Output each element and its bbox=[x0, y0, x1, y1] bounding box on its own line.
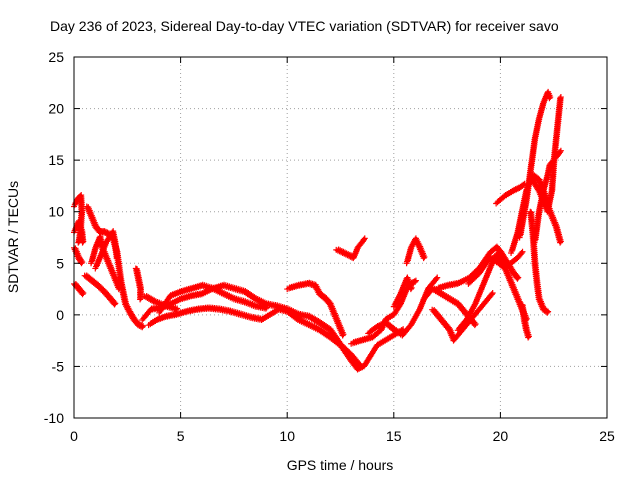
data-point bbox=[557, 94, 564, 101]
data-point bbox=[545, 308, 552, 315]
series-trace-4 bbox=[71, 280, 87, 298]
data-point bbox=[137, 295, 144, 302]
series-trace-24 bbox=[465, 248, 526, 287]
plot-border bbox=[73, 56, 608, 419]
data-point bbox=[525, 333, 532, 340]
x-tick-label: 20 bbox=[493, 428, 509, 444]
data-point bbox=[140, 323, 147, 330]
data-point bbox=[557, 95, 564, 102]
series-trace-27 bbox=[516, 88, 554, 241]
data-point bbox=[137, 296, 144, 303]
data-point bbox=[434, 274, 441, 281]
data-point bbox=[80, 238, 87, 245]
series-trace-11 bbox=[145, 304, 364, 370]
data-point bbox=[515, 274, 522, 281]
data-point bbox=[488, 291, 495, 298]
data-point bbox=[518, 249, 525, 256]
y-tick-label: 25 bbox=[48, 49, 64, 65]
data-point bbox=[356, 363, 363, 370]
data-point bbox=[361, 235, 368, 242]
data-point bbox=[544, 309, 551, 316]
series-trace-5 bbox=[81, 272, 119, 308]
series-trace-12 bbox=[156, 281, 270, 316]
y-tick-label: 5 bbox=[56, 255, 64, 271]
data-point bbox=[489, 290, 496, 297]
y-tick-label: 15 bbox=[48, 152, 64, 168]
data-point bbox=[360, 236, 367, 243]
data-point bbox=[340, 331, 347, 338]
data-point bbox=[114, 253, 121, 260]
data-point bbox=[408, 284, 415, 291]
data-point bbox=[263, 304, 270, 311]
x-tick-label: 5 bbox=[177, 428, 185, 444]
y-axis-label: SDTVAR / TECUs bbox=[5, 181, 21, 293]
data-point bbox=[471, 322, 478, 329]
series-trace-14 bbox=[284, 279, 347, 339]
data-point bbox=[113, 255, 120, 262]
data-point bbox=[79, 291, 86, 298]
chart-title: Day 236 of 2023, Sidereal Day-to-day VTE… bbox=[50, 18, 559, 34]
x-tick-label: 25 bbox=[599, 428, 615, 444]
data-point bbox=[520, 181, 527, 188]
series-trace-17 bbox=[365, 274, 441, 339]
y-tick-label: -10 bbox=[44, 410, 64, 426]
data-point bbox=[412, 278, 419, 285]
x-tick-label: 15 bbox=[386, 428, 402, 444]
data-point bbox=[519, 248, 526, 255]
series-trace-30 bbox=[529, 94, 564, 215]
series-trace-20 bbox=[420, 284, 479, 329]
data-point bbox=[412, 277, 419, 284]
data-point bbox=[557, 238, 564, 245]
data-point bbox=[173, 306, 180, 313]
x-tick-labels: 0 5 10 15 20 25 bbox=[70, 428, 615, 444]
data-points bbox=[71, 88, 564, 373]
data-point bbox=[472, 320, 479, 327]
data-point bbox=[525, 334, 532, 341]
data-point bbox=[139, 324, 146, 331]
y-tick-label: 20 bbox=[48, 101, 64, 117]
data-point bbox=[115, 286, 122, 293]
y-tick-label: 0 bbox=[56, 307, 64, 323]
data-point bbox=[79, 239, 86, 246]
series-trace-13 bbox=[141, 292, 181, 313]
data-point bbox=[420, 255, 427, 262]
data-point bbox=[111, 301, 118, 308]
axes-ticks bbox=[73, 56, 608, 419]
y-tick-label: -5 bbox=[52, 358, 65, 374]
series-trace-19 bbox=[403, 235, 428, 267]
data-point bbox=[116, 284, 123, 291]
data-point bbox=[547, 94, 554, 101]
y-tick-label: 10 bbox=[48, 204, 64, 220]
series-trace-8 bbox=[92, 228, 121, 272]
y-tick-labels: -10 -5 0 5 10 15 20 25 bbox=[44, 49, 64, 426]
series-trace-31 bbox=[518, 301, 532, 341]
data-point bbox=[407, 286, 414, 293]
grid-lines bbox=[74, 57, 607, 418]
series-trace-18 bbox=[390, 274, 415, 310]
x-tick-label: 0 bbox=[70, 428, 78, 444]
data-point bbox=[174, 305, 181, 312]
data-point bbox=[557, 147, 564, 154]
series-trace-16 bbox=[348, 277, 419, 347]
data-point bbox=[546, 95, 553, 102]
x-tick-label: 10 bbox=[279, 428, 295, 444]
data-point bbox=[421, 253, 428, 260]
data-point bbox=[79, 259, 86, 266]
data-point bbox=[112, 300, 119, 307]
data-point bbox=[339, 332, 346, 339]
data-point bbox=[357, 362, 364, 369]
series-trace-21 bbox=[429, 290, 496, 344]
series-trace-15 bbox=[333, 235, 368, 262]
series-trace-25 bbox=[493, 180, 528, 207]
data-point bbox=[514, 275, 521, 282]
data-point bbox=[80, 290, 87, 297]
data-point bbox=[433, 275, 440, 282]
data-point bbox=[557, 239, 564, 246]
data-point bbox=[262, 305, 269, 312]
x-axis-label: GPS time / hours bbox=[287, 457, 394, 473]
series-trace-22 bbox=[433, 243, 522, 293]
